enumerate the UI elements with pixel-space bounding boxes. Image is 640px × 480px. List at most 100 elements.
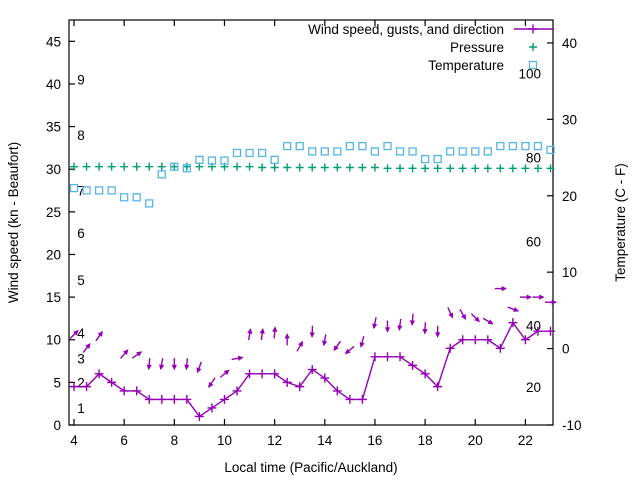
wind-speed-marker (395, 352, 405, 362)
y2-tick-label: 20 (562, 189, 577, 204)
x-tick-label: 22 (518, 433, 533, 448)
wind-speed-marker (144, 394, 154, 404)
y-axis-title: Wind speed (kn - Beaufort) (6, 142, 21, 303)
wind-speed-marker (470, 335, 480, 345)
wind-direction-arrowhead (136, 351, 143, 357)
y-tick-label: 25 (46, 205, 61, 220)
x-tick-label: 12 (267, 433, 282, 448)
wind-speed-marker (332, 386, 342, 396)
wind-speed-marker (445, 343, 455, 353)
wind-direction-arrowhead (359, 341, 365, 348)
pressure-marker (496, 164, 505, 173)
x-tick-label: 8 (171, 433, 179, 448)
y-tick-label: 45 (46, 34, 61, 49)
temperature-marker (94, 186, 104, 195)
wind-direction-arrowhead (321, 340, 328, 347)
fahrenheit-label: 60 (526, 235, 541, 250)
y-tick-label: 40 (46, 77, 61, 92)
wind-direction-arrowhead (526, 294, 533, 300)
wind-direction-arrowhead (97, 330, 103, 337)
temperature-marker (170, 162, 179, 171)
x-tick-label: 6 (120, 433, 128, 448)
pressure-marker (433, 164, 442, 173)
wind-direction-arrowhead (539, 294, 545, 300)
fahrenheit-label: 20 (526, 380, 541, 395)
pressure-marker (383, 164, 392, 173)
wind-speed-marker (508, 318, 518, 328)
wind-direction-arrowhead (448, 312, 454, 319)
pressure-marker (182, 162, 191, 171)
wind-speed-marker (458, 335, 468, 345)
temperature-marker (283, 141, 292, 151)
temperature-marker (182, 164, 192, 173)
temperature-marker (358, 141, 367, 151)
x-tick-label: 10 (217, 433, 232, 448)
wind-direction-arrowhead (344, 348, 351, 355)
temperature-marker (508, 141, 518, 151)
wind-direction-arrowhead (409, 320, 416, 326)
wind-speed-marker (182, 394, 192, 404)
wind-speed-marker (545, 326, 555, 336)
legend-label-1: Pressure (450, 40, 504, 55)
x-tick-label: 18 (418, 433, 433, 448)
pressure-marker (333, 163, 342, 172)
wind-direction-arrowhead (158, 364, 165, 371)
wind-speed-marker (207, 403, 217, 413)
legend-label-2: Temperature (428, 58, 504, 73)
wind-direction-arrowhead (422, 328, 428, 335)
wind-speed-marker (345, 394, 355, 404)
wind-direction-arrowhead (73, 329, 79, 336)
wind-speed-marker (257, 369, 267, 379)
fahrenheit-label: 40 (526, 319, 541, 334)
wind-speed-marker (245, 369, 255, 379)
wind-direction-arrowhead (122, 349, 129, 355)
temperature-marker (232, 148, 242, 158)
wind-speed-marker (295, 382, 305, 392)
wind-direction-arrowhead (501, 285, 507, 292)
pressure-marker (508, 164, 517, 173)
plot-frame (68, 19, 554, 426)
wind-direction-arrowhead (461, 313, 467, 320)
x-tick-label: 14 (317, 433, 333, 448)
y2-tick-label: 0 (562, 342, 570, 357)
temperature-marker (521, 141, 530, 151)
x-tick-label: 4 (70, 433, 78, 448)
y-tick-label: 5 (53, 375, 61, 390)
y-tick-label: 20 (46, 247, 61, 262)
temperature-marker (132, 193, 141, 202)
beaufort-label: 6 (77, 226, 85, 241)
wind-direction-arrowhead (272, 326, 278, 332)
wind-direction-arrowhead (237, 355, 244, 361)
pressure-marker (157, 162, 166, 171)
wind-speed-marker (520, 335, 530, 345)
beaufort-label: 7 (77, 184, 85, 199)
pressure-marker (458, 164, 467, 173)
temperature-marker (245, 148, 254, 158)
beaufort-label: 3 (77, 351, 85, 366)
pressure-marker (120, 162, 129, 171)
wind-direction-arrowhead (487, 319, 494, 325)
wind-direction-arrowhead (298, 340, 304, 347)
wind-speed-marker (408, 360, 418, 370)
wind-direction-arrowhead (435, 332, 441, 338)
temperature-marker (69, 183, 79, 193)
pressure-marker (308, 163, 317, 172)
pressure-marker (95, 162, 104, 171)
temperature-marker (157, 170, 166, 179)
pressure-marker (521, 164, 530, 173)
pressure-marker (70, 162, 79, 171)
temperature-marker (145, 199, 154, 208)
wind-speed-marker (132, 386, 142, 396)
wind-direction-arrowhead (551, 299, 558, 305)
pressure-marker (483, 164, 492, 173)
pressure-marker (295, 163, 304, 172)
pressure-marker (170, 162, 179, 171)
x-tick-label: 16 (367, 433, 382, 448)
legend-symbol-wind-marker (528, 24, 538, 34)
pressure-marker (533, 164, 542, 173)
beaufort-label: 9 (77, 73, 85, 88)
beaufort-label: 1 (77, 401, 85, 416)
wind-speed-marker (483, 335, 493, 345)
pressure-marker (245, 162, 254, 171)
